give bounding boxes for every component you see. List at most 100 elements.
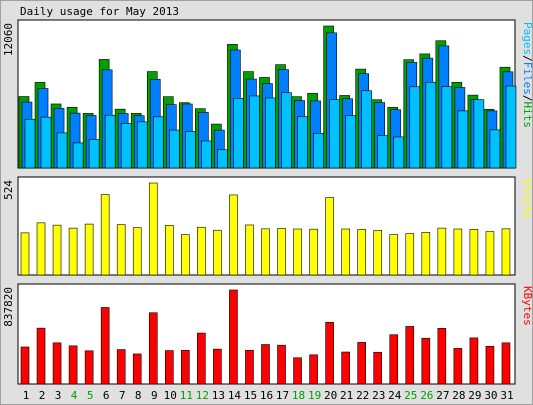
x-tick-label-day-7: 7	[119, 389, 126, 402]
x-tick-label-day-17: 17	[276, 389, 289, 402]
bar-pages-day-20	[329, 99, 340, 169]
bar-visits-day-6	[100, 194, 110, 276]
bar-pages-day-13	[217, 149, 228, 169]
bar-kbytes-day-22	[357, 342, 366, 385]
hits-y-max-label: 12060	[2, 23, 15, 56]
bar-kbytes-day-27	[437, 328, 447, 385]
bar-pages-day-8	[136, 121, 148, 169]
bar-visits-day-10	[164, 225, 174, 276]
bar-kbytes-day-6	[100, 307, 110, 385]
x-tick-label-day-19: 19	[308, 389, 321, 402]
bar-kbytes-day-3	[52, 342, 62, 385]
bar-visits-day-30	[485, 231, 495, 276]
bar-kbytes-day-8	[132, 353, 142, 385]
bar-kbytes-day-13	[213, 348, 222, 385]
legend-separator: /	[521, 55, 533, 62]
bar-pages-day-25	[409, 86, 421, 169]
x-tick-label-day-28: 28	[452, 389, 465, 402]
bar-kbytes-day-19	[309, 354, 318, 385]
bar-pages-day-22	[361, 90, 372, 169]
bar-visits-day-1	[20, 232, 30, 276]
bar-pages-day-23	[377, 135, 389, 169]
x-tick-label-day-6: 6	[103, 389, 110, 402]
bar-kbytes-day-17	[277, 344, 286, 385]
bar-pages-day-5	[88, 139, 100, 169]
bar-visits-day-9	[148, 182, 158, 276]
bar-kbytes-day-21	[341, 351, 350, 385]
hits-right-legend: Pages/Files/Hits	[521, 22, 533, 128]
bar-visits-day-26	[421, 232, 431, 276]
bar-visits-day-25	[405, 233, 415, 276]
x-tick-label-day-29: 29	[468, 389, 481, 402]
bar-visits-day-23	[373, 230, 383, 276]
legend-files: Files	[521, 62, 533, 95]
x-tick-label-day-21: 21	[340, 389, 353, 402]
x-tick-label-day-11: 11	[180, 389, 193, 402]
bar-kbytes-day-31	[501, 342, 511, 385]
bar-kbytes-day-18	[293, 357, 302, 385]
bar-kbytes-day-4	[68, 345, 78, 385]
bar-kbytes-day-9	[148, 312, 158, 385]
bar-kbytes-day-20	[325, 321, 334, 385]
bar-visits-day-17	[277, 228, 286, 276]
bar-kbytes-day-5	[84, 350, 94, 385]
x-tick-label-day-23: 23	[372, 389, 385, 402]
bar-pages-day-28	[457, 110, 469, 169]
kbytes-y-max-label: 837820	[2, 287, 15, 327]
x-tick-label-day-2: 2	[39, 389, 46, 402]
legend-pages: Pages	[521, 22, 533, 55]
bar-pages-day-7	[120, 123, 132, 169]
bar-pages-day-12	[201, 140, 212, 169]
bar-pages-day-24	[393, 136, 405, 169]
bar-pages-day-6	[104, 114, 116, 169]
bar-visits-day-28	[453, 228, 463, 276]
x-tick-label-day-12: 12	[196, 389, 209, 402]
legend-hits: Hits	[521, 102, 533, 129]
x-tick-label-day-5: 5	[87, 389, 94, 402]
bar-kbytes-day-28	[453, 348, 463, 385]
bar-pages-day-29	[473, 99, 485, 169]
bar-pages-day-19	[313, 133, 324, 169]
bar-visits-day-27	[437, 227, 447, 276]
bar-visits-day-29	[469, 229, 479, 276]
x-tick-label-day-30: 30	[484, 389, 497, 402]
bar-kbytes-day-2	[36, 327, 46, 385]
bar-pages-day-11	[185, 131, 196, 169]
bar-pages-day-4	[72, 142, 84, 169]
bar-visits-day-3	[52, 224, 62, 276]
bar-visits-day-15	[245, 224, 254, 276]
bar-pages-day-16	[265, 97, 276, 169]
bar-kbytes-day-25	[405, 326, 415, 385]
bar-kbytes-day-23	[373, 351, 383, 385]
x-tick-label-day-24: 24	[388, 389, 402, 402]
x-tick-label-day-31: 31	[500, 389, 513, 402]
bar-kbytes-day-12	[197, 332, 206, 385]
x-tick-label-day-8: 8	[135, 389, 142, 402]
x-tick-label-day-4: 4	[71, 389, 78, 402]
x-tick-label-day-15: 15	[244, 389, 257, 402]
bar-pages-day-15	[249, 95, 260, 169]
bar-visits-day-12	[197, 226, 206, 276]
x-tick-label-day-26: 26	[420, 389, 433, 402]
bar-visits-day-2	[36, 222, 46, 276]
x-tick-label-day-18: 18	[292, 389, 305, 402]
visits-right-legend: Visits	[521, 179, 533, 219]
bar-visits-day-20	[325, 197, 334, 276]
bar-pages-day-18	[297, 116, 308, 169]
bar-visits-day-16	[261, 228, 270, 276]
x-tick-label-day-20: 20	[324, 389, 337, 402]
bar-kbytes-day-29	[469, 337, 479, 385]
bar-pages-day-17	[281, 92, 292, 169]
bar-pages-day-27	[441, 86, 453, 169]
x-tick-label-day-27: 27	[436, 389, 449, 402]
bar-pages-day-31	[505, 85, 517, 169]
visits-y-max-label: 524	[2, 180, 15, 200]
x-tick-label-day-16: 16	[260, 389, 273, 402]
bar-visits-day-18	[293, 228, 302, 276]
bar-kbytes-day-26	[421, 337, 431, 385]
bar-kbytes-day-30	[485, 345, 495, 385]
x-tick-label-day-14: 14	[228, 389, 242, 402]
bar-pages-day-14	[233, 98, 244, 169]
bar-visits-day-31	[501, 228, 511, 276]
